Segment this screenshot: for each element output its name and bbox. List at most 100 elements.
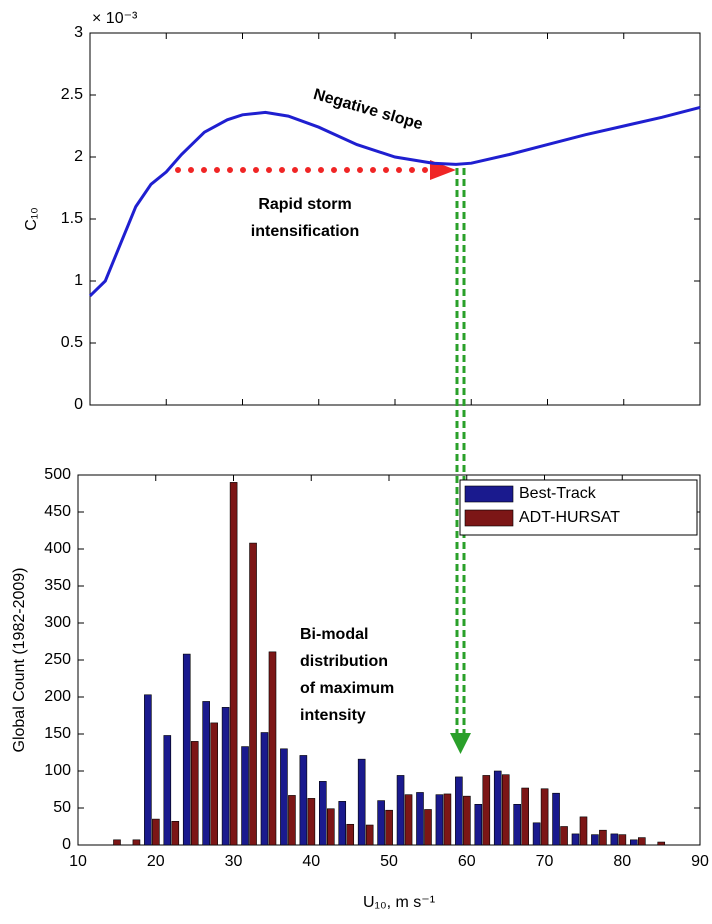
bar	[424, 809, 432, 846]
y-tick-label: 250	[44, 651, 71, 668]
bar	[540, 788, 549, 846]
y-tick-label: 300	[44, 614, 71, 631]
y-axis-label: Global Count (1982-2009)	[11, 567, 28, 752]
y-tick-label: 500	[44, 466, 71, 483]
bar	[443, 793, 452, 846]
bar	[202, 701, 210, 846]
x-tick-label: 70	[536, 853, 554, 870]
bar	[221, 707, 230, 846]
bar	[513, 803, 521, 846]
bar	[229, 482, 238, 846]
annotation: of maximum	[300, 680, 394, 697]
bar	[171, 821, 180, 846]
annotation: Rapid storm	[258, 196, 351, 213]
bar	[152, 818, 160, 846]
bar	[299, 755, 308, 846]
bar	[474, 803, 483, 846]
bar	[482, 775, 491, 846]
bar	[163, 735, 172, 846]
x-axis-label: U₁₀, m s⁻¹	[363, 894, 435, 911]
bar	[210, 722, 218, 846]
annotation: intensity	[300, 707, 366, 724]
bar	[404, 794, 413, 846]
bar	[307, 798, 316, 846]
bar	[493, 770, 502, 846]
bar	[463, 795, 471, 846]
bar	[377, 800, 385, 846]
annotation: Negative slope	[311, 86, 424, 134]
bar	[346, 823, 355, 846]
bar	[657, 841, 666, 846]
y-tick-label: 50	[53, 799, 71, 816]
link-arrow-head	[450, 733, 471, 754]
bar	[385, 809, 393, 846]
y-tick-label: 1.5	[61, 210, 83, 227]
y-tick-label: 400	[44, 540, 71, 557]
bar	[288, 795, 296, 846]
x-tick-label: 60	[458, 853, 476, 870]
bar	[532, 822, 541, 846]
bar	[591, 834, 599, 846]
bar	[338, 801, 347, 846]
y-tick-label: 150	[44, 725, 71, 742]
annotation: intensification	[251, 223, 359, 240]
bar	[396, 775, 405, 846]
x-tick-label: 50	[380, 853, 398, 870]
bar	[318, 781, 327, 846]
y-tick-label: 0	[62, 836, 71, 853]
bar	[610, 833, 619, 846]
bar	[618, 834, 627, 846]
y-tick-label: 450	[44, 503, 71, 520]
x-tick-label: 20	[147, 853, 165, 870]
bar	[637, 837, 646, 846]
legend-label: Best-Track	[519, 485, 597, 502]
x-tick-label: 40	[302, 853, 320, 870]
bar	[260, 732, 269, 846]
y-tick-label: 1	[74, 272, 83, 289]
bar	[599, 829, 607, 846]
bar	[579, 816, 588, 846]
bar	[416, 792, 424, 846]
bar	[326, 808, 335, 846]
y-tick-label: 100	[44, 762, 71, 779]
y-tick-label: 200	[44, 688, 71, 705]
bar	[249, 542, 257, 846]
legend-swatch	[464, 485, 514, 503]
annotation: Bi-modal	[300, 626, 368, 643]
y-tick-label: 2.5	[61, 86, 83, 103]
bar	[241, 746, 249, 846]
y-axis-label: C₁₀	[23, 207, 40, 231]
bar	[560, 826, 568, 846]
y-tick-label: 350	[44, 577, 71, 594]
y-tick-label: 2	[74, 148, 83, 165]
bar	[132, 839, 141, 846]
bar	[365, 824, 374, 846]
bar	[268, 651, 277, 846]
y-tick-label: 0.5	[61, 334, 83, 351]
bar	[552, 792, 560, 846]
bar	[182, 653, 191, 846]
x-tick-label: 90	[691, 853, 709, 870]
bar	[501, 774, 510, 846]
y-scale-label: × 10⁻³	[92, 10, 138, 27]
bar	[280, 748, 288, 846]
legend-label: ADT-HURSAT	[519, 509, 620, 526]
bar	[521, 787, 529, 846]
curve	[88, 105, 701, 297]
x-tick-label: 10	[69, 853, 87, 870]
bar	[144, 694, 152, 846]
x-tick-label: 30	[225, 853, 243, 870]
top-axes-frame	[89, 32, 701, 406]
arrow-head	[430, 160, 456, 180]
bar	[357, 758, 366, 846]
bar	[629, 839, 638, 846]
legend: Best-Track ADT-HURSAT	[459, 479, 698, 536]
bar	[455, 776, 463, 846]
bar	[435, 794, 444, 846]
y-tick-label: 3	[74, 24, 83, 41]
annotation: distribution	[300, 653, 388, 670]
legend-swatch	[464, 509, 514, 527]
y-tick-label: 0	[74, 396, 83, 413]
bar	[113, 839, 121, 846]
